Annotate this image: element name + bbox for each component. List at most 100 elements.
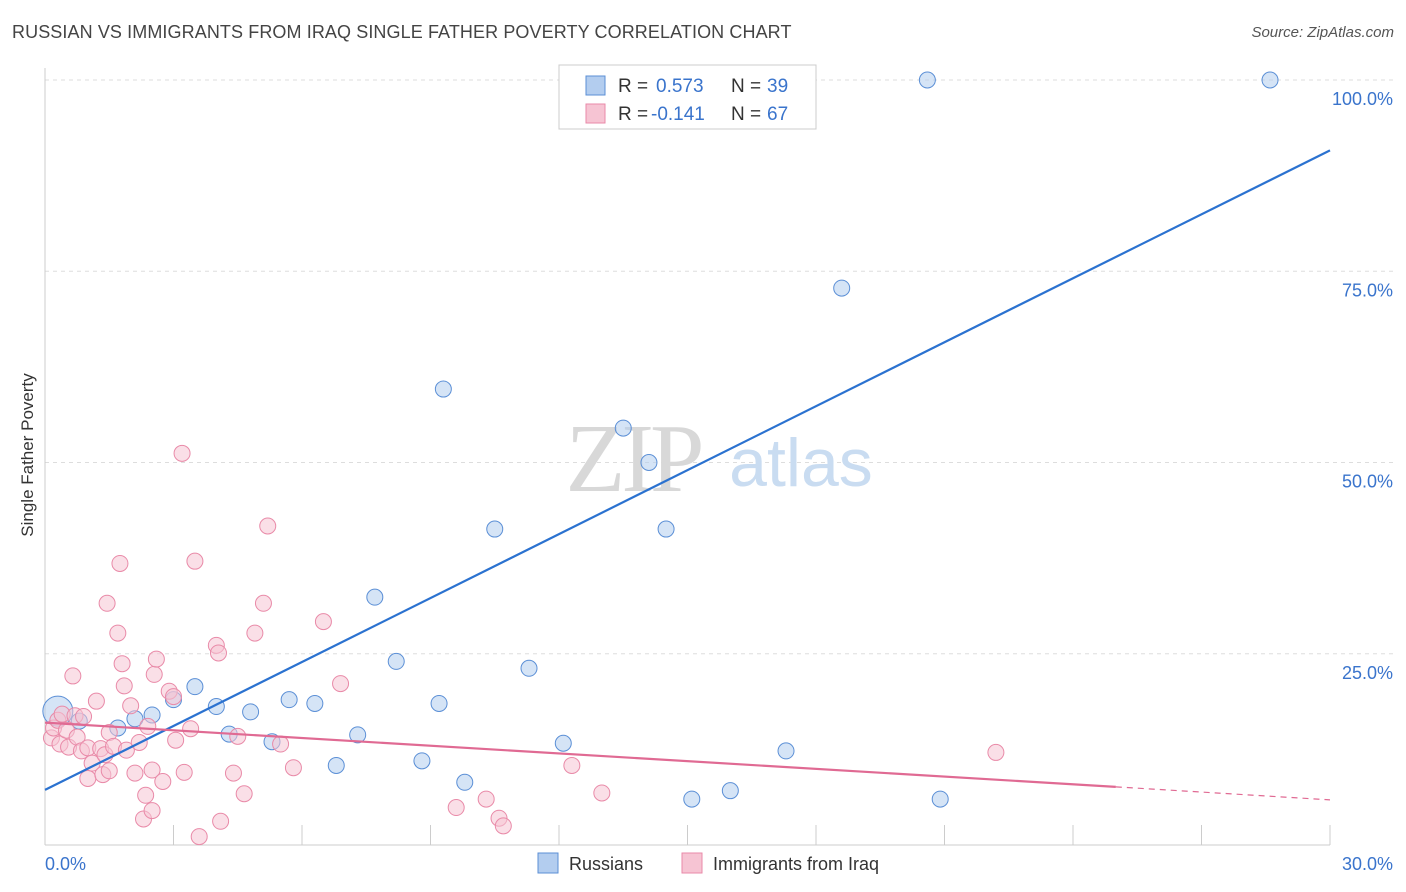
- iraq-point: [284, 759, 302, 777]
- russians-point: [520, 659, 538, 677]
- bottom-legend-swatch-russians: [537, 852, 559, 874]
- iraq-point: [64, 667, 82, 685]
- iraq-point: [109, 624, 127, 642]
- russians-point: [430, 694, 448, 712]
- legend: R = 0.573 N = 39 R = -0.141 N = 67: [558, 64, 817, 130]
- russians-point: [327, 756, 345, 774]
- bottom-legend-swatch-iraq: [681, 852, 703, 874]
- x-tick-label-min: 0.0%: [45, 854, 86, 874]
- bottom-legend: Russians Immigrants from Iraq: [537, 852, 879, 874]
- russians-point: [683, 790, 701, 808]
- russians-point: [554, 734, 572, 752]
- iraq-point: [167, 731, 185, 749]
- iraq-point: [100, 762, 118, 780]
- russians-point: [306, 694, 324, 712]
- russians-point: [280, 691, 298, 709]
- russians-point: [918, 71, 936, 89]
- iraq-point: [79, 769, 97, 787]
- russians-point: [349, 726, 367, 744]
- iraq-point: [259, 517, 277, 535]
- russians-point: [366, 588, 384, 606]
- bottom-legend-russians: Russians: [569, 854, 643, 874]
- iraq-trend-line: [44, 721, 1116, 788]
- y-tick-label: 100.0%: [1332, 89, 1393, 109]
- y-tick-label: 75.0%: [1342, 280, 1393, 300]
- iraq-point: [229, 727, 247, 745]
- iraq-point: [563, 756, 581, 774]
- russians-point: [614, 419, 632, 437]
- iraq-point: [145, 665, 163, 683]
- iraq-point: [254, 594, 272, 612]
- trend-lines: [44, 149, 1331, 801]
- russians-point: [1261, 71, 1279, 89]
- russians-point: [242, 703, 260, 721]
- legend-r-label-2: R =: [618, 104, 648, 125]
- legend-swatch-russians: [585, 75, 606, 96]
- russians-trend-line: [44, 149, 1331, 791]
- russians-point: [931, 790, 949, 808]
- iraq-point: [165, 688, 182, 706]
- iraq-point: [246, 624, 264, 642]
- iraq-point: [143, 761, 161, 779]
- russians-point: [413, 752, 431, 770]
- x-tick-label-max: 30.0%: [1342, 854, 1393, 874]
- iraq-point: [593, 784, 611, 802]
- y-tick-label: 50.0%: [1342, 472, 1393, 492]
- legend-n-value-2: 67: [767, 104, 788, 125]
- iraq-point: [87, 692, 105, 710]
- russians-point: [387, 652, 405, 670]
- chart-title: RUSSIAN VS IMMIGRANTS FROM IRAQ SINGLE F…: [12, 22, 792, 42]
- russians-point: [657, 520, 675, 538]
- legend-n-label-1: N =: [731, 76, 761, 97]
- russians-point: [777, 742, 795, 760]
- tick-labels: 25.0% 50.0% 75.0% 100.0% 0.0% 30.0%: [45, 89, 1393, 874]
- iraq-point: [154, 773, 172, 791]
- iraq-point: [224, 764, 242, 782]
- iraq-point: [314, 613, 332, 631]
- source-label: Source: ZipAtlas.com: [1251, 24, 1394, 41]
- iraq-point: [494, 817, 512, 835]
- y-tick-label: 25.0%: [1342, 663, 1393, 683]
- watermark: ZIP atlas: [566, 405, 873, 513]
- iraq-point: [113, 655, 131, 673]
- iraq-point: [98, 594, 116, 612]
- iraq-trend-line-extension: [1115, 786, 1331, 801]
- legend-n-value-1: 39: [767, 76, 788, 97]
- iraq-point: [173, 444, 191, 462]
- iraq-point: [126, 764, 144, 782]
- iraq-point: [122, 697, 140, 715]
- legend-n-label-2: N =: [731, 104, 761, 125]
- bottom-legend-iraq: Immigrants from Iraq: [713, 854, 879, 874]
- iraq-point: [332, 675, 350, 693]
- russians-point: [833, 279, 851, 297]
- legend-r-value-2: -0.141: [651, 104, 705, 125]
- watermark-atlas: atlas: [729, 425, 873, 501]
- iraq-point: [186, 552, 204, 570]
- iraq-point: [175, 763, 193, 781]
- iraq-point: [447, 799, 465, 817]
- iraq-point: [477, 790, 495, 808]
- russians-point: [434, 380, 452, 398]
- iraq-point: [209, 644, 227, 662]
- iraq-point: [139, 717, 157, 735]
- iraq-point: [143, 802, 161, 820]
- iraq-point: [190, 828, 208, 846]
- iraq-point: [987, 743, 1005, 761]
- russians-point: [721, 782, 739, 800]
- legend-r-label-1: R =: [618, 76, 648, 97]
- russians-point: [186, 678, 204, 696]
- legend-swatch-iraq: [585, 103, 606, 124]
- russians-point: [486, 520, 504, 538]
- iraq-point: [182, 720, 200, 738]
- legend-r-value-1: 0.573: [656, 76, 704, 97]
- iraq-point: [272, 735, 290, 753]
- russians-point: [640, 454, 658, 471]
- iraq-point: [75, 707, 93, 725]
- iraq-point: [137, 786, 155, 804]
- iraq-point: [115, 677, 133, 695]
- iraq-point: [235, 785, 253, 803]
- russians-point: [456, 773, 474, 791]
- data-points: [42, 71, 1279, 846]
- iraq-point: [111, 554, 129, 572]
